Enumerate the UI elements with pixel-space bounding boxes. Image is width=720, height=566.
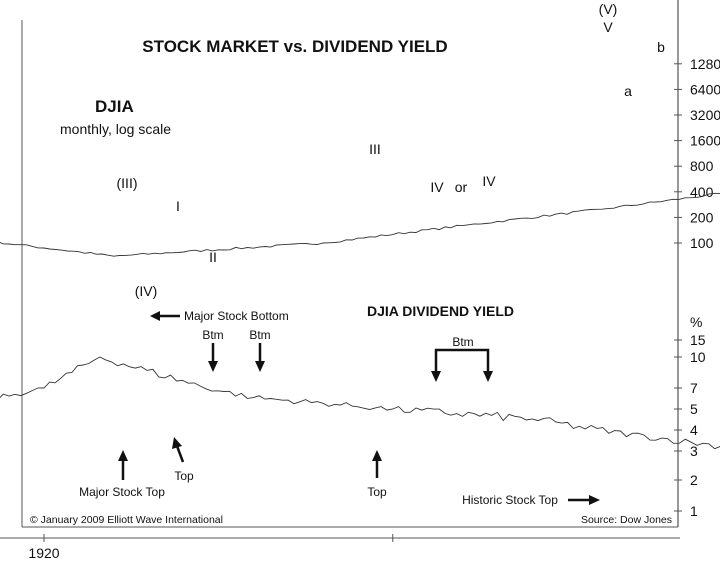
annotation-label: Btm [452, 335, 473, 349]
y-tick-label: 200 [690, 209, 714, 225]
y-tick-label: 1600 [690, 133, 720, 149]
y-tick-label: 7 [690, 380, 698, 396]
y-tick-label: 15 [690, 332, 706, 348]
y-tick-label: 12800 [690, 56, 720, 72]
chart-frame [0, 0, 680, 539]
wave-label: a [624, 83, 632, 99]
djia-series-line [0, 192, 720, 257]
y-tick-label: 2 [690, 472, 698, 488]
annotation-label: Major Stock Bottom [184, 309, 289, 323]
x-tick-label: 1920 [28, 545, 59, 561]
y-tick-label: 1 [690, 503, 698, 519]
source-note: Source: Dow Jones [581, 514, 672, 526]
annotation-label: Major Stock Top [79, 485, 165, 499]
annotation-label: Historic Stock Top [462, 493, 558, 507]
yield-unit-label: % [690, 314, 702, 330]
annotation-label: Btm [249, 328, 270, 342]
wave-label: I [176, 198, 180, 214]
djia-label: DJIA [95, 97, 134, 116]
yield-chart-title: DJIA DIVIDEND YIELD [367, 303, 514, 319]
wave-label: (V) [599, 1, 618, 17]
chart-title: STOCK MARKET vs. DIVIDEND YIELD [142, 37, 447, 56]
wave-label: V [603, 19, 613, 35]
y-tick-label: 4 [690, 422, 698, 438]
wave-label: (IV) [135, 283, 158, 299]
wave-label: or [455, 179, 468, 195]
annotation-label: Btm [202, 328, 223, 342]
annotation-label: Top [367, 485, 387, 499]
annotation-label: Top [174, 469, 194, 483]
wave-label: (III) [117, 175, 138, 191]
y-tick-label: 6400 [690, 81, 720, 97]
y-tick-label: 10 [690, 349, 706, 365]
wave-label: II [209, 249, 217, 265]
y-tick-label: 3200 [690, 107, 720, 123]
wave-label: IV [430, 179, 444, 195]
y-tick-label: 5 [690, 401, 698, 417]
y-tick-label: 400 [690, 184, 714, 200]
copyright-note: © January 2009 Elliott Wave Internationa… [30, 514, 223, 526]
y-tick-label: 100 [690, 235, 714, 251]
annotation-arrows [118, 311, 600, 505]
y-tick-label: 800 [690, 158, 714, 174]
dividend-yield-series-line [0, 356, 720, 450]
wave-label: III [369, 141, 381, 157]
wave-label: b [657, 39, 665, 55]
wave-label: IV [482, 173, 496, 189]
x-ticks: 192019301940195019601970198019902000 [28, 534, 394, 561]
djia-subtitle: monthly, log scale [60, 121, 171, 137]
y-tick-label: 3 [690, 443, 698, 459]
